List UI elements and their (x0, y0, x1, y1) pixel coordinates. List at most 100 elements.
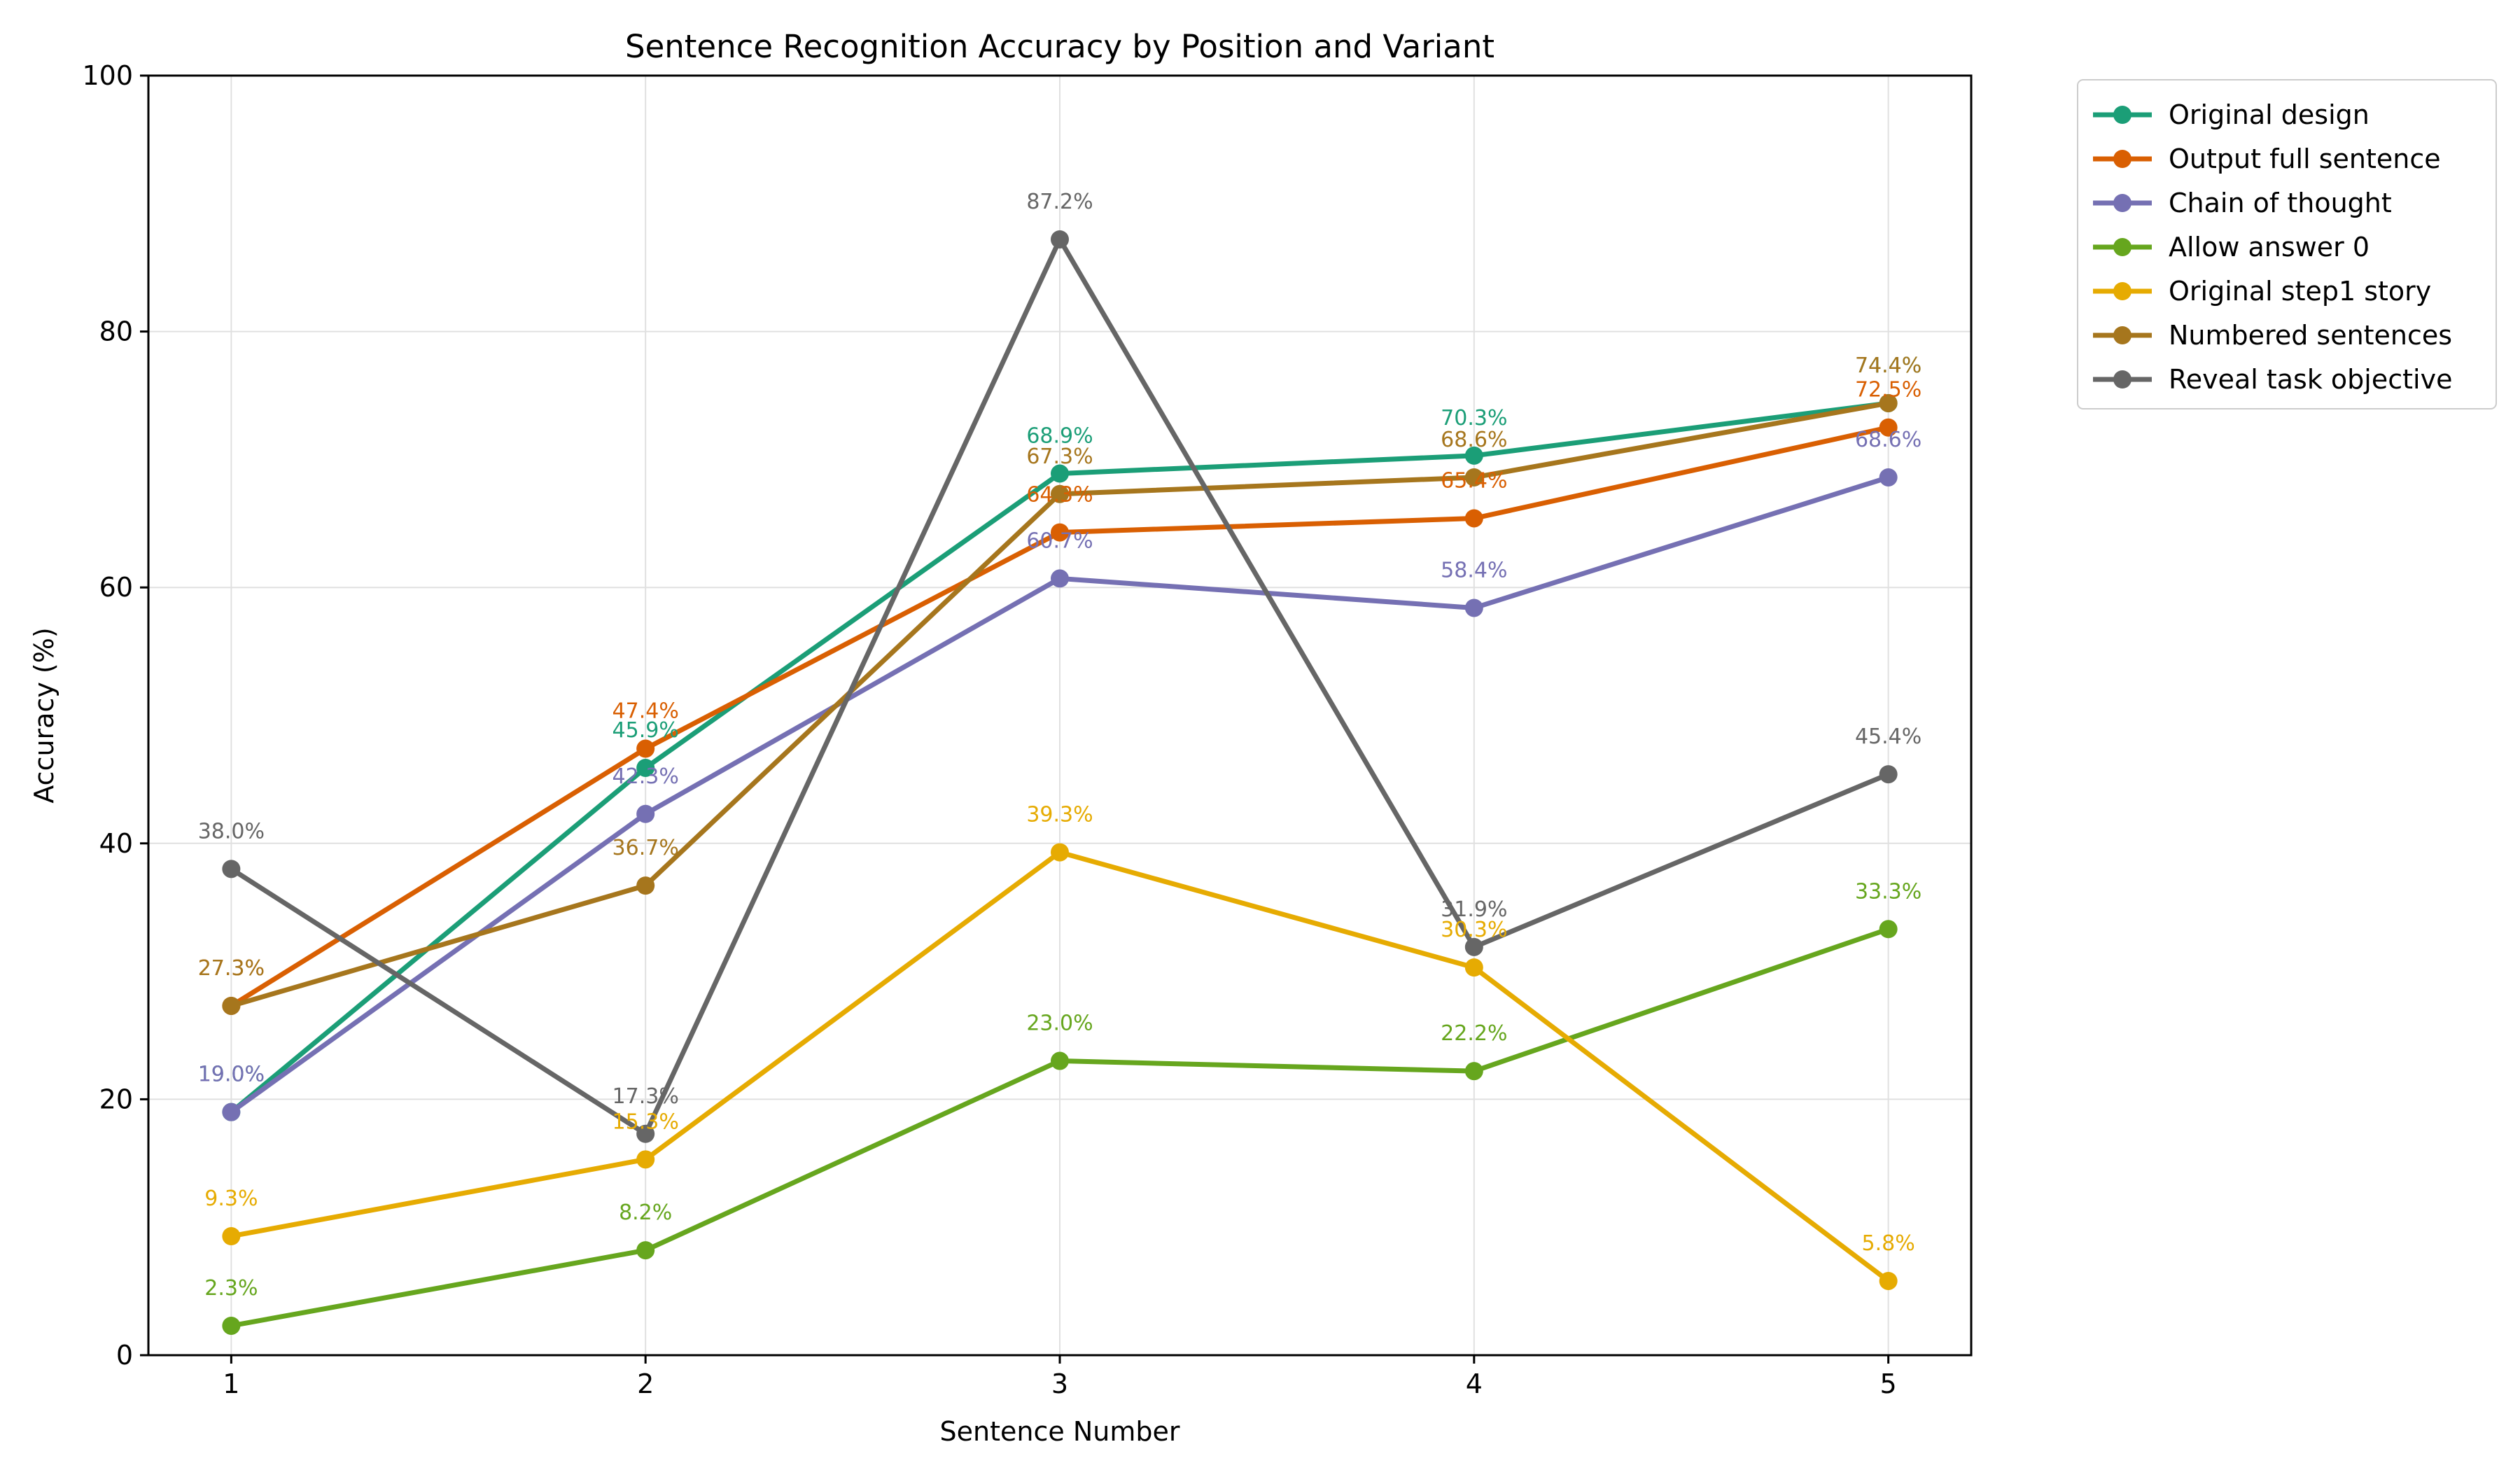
x-axis-label: Sentence Number (940, 1416, 1180, 1447)
legend-entry-label: Reveal task objective (2169, 364, 2452, 395)
data-point (222, 1102, 241, 1121)
y-tick-label: 100 (82, 60, 133, 91)
y-tick-label: 80 (99, 316, 133, 347)
data-label: 22.2% (1441, 1021, 1507, 1046)
data-label: 65.4% (1441, 468, 1507, 493)
data-label: 23.0% (1026, 1011, 1093, 1036)
x-tick-label: 4 (1466, 1368, 1483, 1399)
legend-entry-label: Allow answer 0 (2169, 232, 2370, 262)
legend-swatch-marker (2113, 238, 2132, 256)
series-lines (222, 230, 1898, 1335)
x-tick-label: 5 (1880, 1368, 1897, 1399)
legend-frame (2077, 79, 2497, 410)
data-label: 39.3% (1026, 803, 1093, 827)
y-tick-label: 60 (99, 572, 133, 603)
data-label: 9.3% (204, 1186, 258, 1211)
data-point (222, 1316, 241, 1335)
data-label: 60.7% (1026, 528, 1093, 553)
data-label: 2.3% (204, 1276, 258, 1301)
data-point (222, 996, 241, 1015)
data-point (1051, 569, 1069, 588)
data-point (1879, 418, 1898, 437)
data-label: 68.6% (1441, 428, 1507, 452)
legend-swatch-marker (2113, 150, 2132, 168)
data-labels: 19.0% 45.9% 68.9% 70.3% 74.4% 27.3% 47.4% 64.3%… (198, 190, 1922, 1301)
data-point (1051, 464, 1069, 483)
data-label: 27.3% (198, 956, 265, 981)
data-point (636, 1150, 655, 1169)
data-label: 45.4% (1855, 724, 1921, 749)
data-point (1051, 523, 1069, 542)
y-axis-label: Accuracy (%) (29, 627, 59, 803)
chart-title: Sentence Recognition Accuracy by Positio… (625, 28, 1494, 65)
legend-swatch-marker (2113, 326, 2132, 344)
data-label: 45.9% (612, 718, 679, 743)
data-label: 74.4% (1855, 354, 1921, 378)
legend-entry-label: Original step1 story (2169, 276, 2431, 307)
data-label: 64.3% (1026, 483, 1093, 507)
data-point (1051, 484, 1069, 503)
data-point (636, 758, 655, 777)
legend-entry-label: Original design (2169, 99, 2370, 130)
data-label: 36.7% (612, 836, 679, 860)
data-point (1051, 230, 1069, 248)
data-label: 8.2% (619, 1200, 672, 1225)
x-tick-label: 1 (223, 1368, 239, 1399)
y-tick-label: 20 (99, 1084, 133, 1114)
data-label: 17.3% (612, 1084, 679, 1109)
data-point (1464, 468, 1483, 486)
data-point (636, 1241, 655, 1260)
legend-swatch-marker (2113, 282, 2132, 300)
data-label: 30.3% (1441, 918, 1507, 942)
data-point (636, 876, 655, 895)
legend: Original design Output full sentence Chain… (2077, 79, 2497, 410)
legend-entry-label: Chain of thought (2169, 188, 2392, 218)
axis-ticks: 0 20 40 60 80 100 1 2 3 4 5 (82, 60, 1896, 1399)
data-label: 42.3% (612, 764, 679, 789)
data-point (1464, 446, 1483, 465)
data-label: 74.4% (1855, 354, 1921, 378)
data-label: 68.6% (1855, 428, 1921, 452)
data-label: 27.3% (198, 956, 265, 981)
data-point (222, 1226, 241, 1245)
data-label: 72.5% (1855, 378, 1921, 402)
x-tick-label: 2 (637, 1368, 654, 1399)
data-label: 38.0% (198, 819, 265, 844)
data-label: 31.9% (1441, 897, 1507, 922)
data-label: 15.3% (612, 1110, 679, 1134)
data-label: 47.4% (612, 699, 679, 724)
legend-entry-label: Output full sentence (2169, 144, 2441, 174)
data-point (1464, 598, 1483, 617)
data-point (1464, 1062, 1483, 1081)
data-point (1464, 509, 1483, 528)
data-point (1051, 843, 1069, 862)
data-label: 33.3% (1855, 879, 1921, 904)
data-point (636, 804, 655, 823)
data-point (1464, 937, 1483, 956)
legend-entry-label: Numbered sentences (2169, 320, 2452, 351)
data-label: 87.2% (1026, 190, 1093, 214)
data-label: 58.4% (1441, 558, 1507, 582)
grid-lines (148, 75, 1971, 1356)
data-point (636, 1124, 655, 1143)
data-point (1879, 468, 1898, 486)
data-point (1879, 765, 1898, 784)
data-label: 67.3% (1026, 444, 1093, 469)
data-label: 5.8% (1862, 1231, 1915, 1256)
y-tick-label: 0 (116, 1340, 133, 1371)
legend-swatch-marker (2113, 194, 2132, 212)
y-tick-label: 40 (99, 828, 133, 859)
data-point (636, 739, 655, 758)
data-point (1879, 1271, 1898, 1290)
data-point (1051, 1051, 1069, 1070)
data-point (1879, 393, 1898, 412)
data-point (1464, 958, 1483, 977)
data-point (1879, 920, 1898, 939)
legend-swatch-marker (2113, 370, 2132, 388)
x-tick-label: 3 (1051, 1368, 1068, 1399)
data-label: 19.0% (198, 1063, 265, 1087)
legend-swatch-marker (2113, 106, 2132, 124)
data-point (222, 860, 241, 878)
data-label: 68.9% (1026, 424, 1093, 449)
